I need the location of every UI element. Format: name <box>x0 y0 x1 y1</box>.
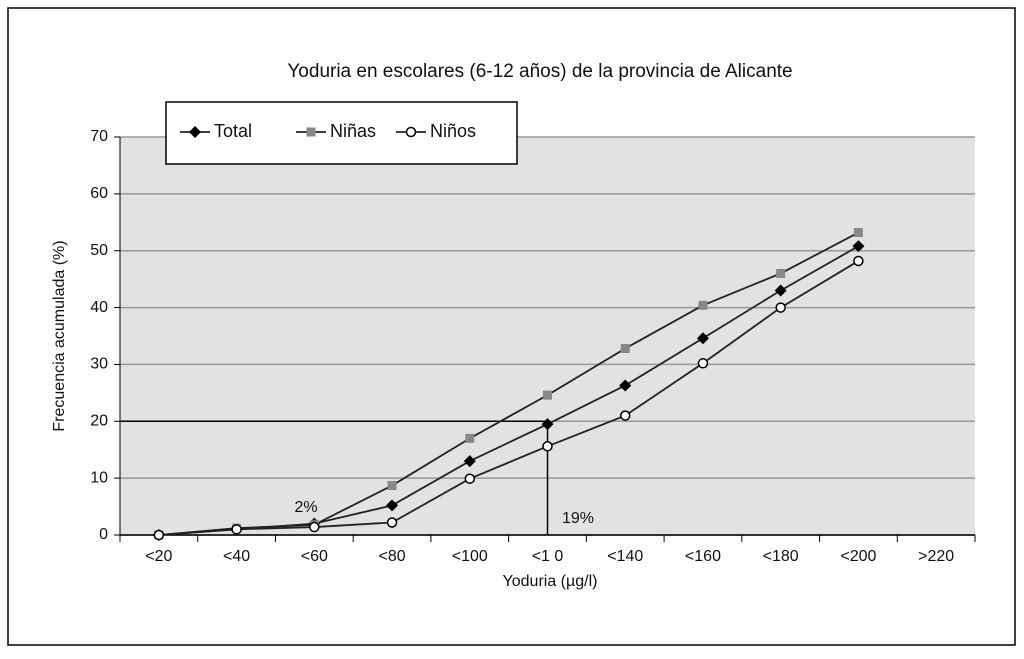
x-tick-label: <180 <box>763 548 799 565</box>
marker <box>387 481 397 491</box>
y-axis-label: Frecuencia acumulada (%) <box>51 240 68 431</box>
marker <box>774 284 787 297</box>
marker <box>543 390 552 400</box>
marker <box>386 499 399 512</box>
x-tick-label: <20 <box>145 548 172 565</box>
annotation: 2% <box>294 499 317 516</box>
y-tick-label: 40 <box>90 299 108 316</box>
y-tick-label: 30 <box>90 356 108 373</box>
marker <box>853 228 863 238</box>
marker <box>697 358 709 369</box>
series-line <box>158 231 859 536</box>
x-tick-label: <160 <box>685 548 721 565</box>
marker <box>386 517 398 528</box>
x-tick-label: <1 0 <box>532 548 564 565</box>
legend <box>165 101 518 165</box>
y-tick-label: 0 <box>99 526 108 543</box>
marker <box>465 433 475 443</box>
marker <box>619 379 632 392</box>
marker <box>620 344 630 354</box>
legend-label: Total <box>214 121 252 141</box>
x-tick-label: <40 <box>223 548 250 565</box>
marker <box>853 255 864 267</box>
x-axis-label: Yoduria (µg/l) <box>503 573 598 590</box>
marker <box>231 524 242 535</box>
marker <box>541 418 554 431</box>
x-tick-label: <80 <box>378 548 405 565</box>
marker <box>542 441 553 452</box>
marker <box>776 268 786 278</box>
x-tick-label: >220 <box>918 548 954 565</box>
marker <box>405 126 417 138</box>
marker <box>698 300 708 310</box>
x-tick-label: <100 <box>452 548 488 565</box>
legend-label: Niños <box>430 121 476 141</box>
x-tick-label: <200 <box>840 548 876 565</box>
y-tick-label: 10 <box>90 469 108 486</box>
marker <box>619 410 631 421</box>
marker <box>464 473 476 484</box>
y-tick-label: 20 <box>90 413 108 430</box>
legend-label: Niñas <box>330 121 376 141</box>
marker <box>309 521 320 533</box>
x-tick-label: <60 <box>301 548 328 565</box>
marker <box>153 529 165 541</box>
x-tick-label: <140 <box>607 548 643 565</box>
y-tick-label: 70 <box>90 128 108 145</box>
marker <box>696 332 709 345</box>
y-tick-label: 60 <box>90 185 108 202</box>
series-line <box>158 260 859 536</box>
chart-title: Yoduria en escolares (6-12 años) de la p… <box>287 61 792 82</box>
marker <box>189 126 201 138</box>
marker <box>463 455 476 468</box>
annotation: 19% <box>562 510 594 527</box>
marker <box>306 127 316 137</box>
y-tick-label: 50 <box>90 242 108 259</box>
marker <box>775 302 786 313</box>
marker <box>852 240 865 253</box>
